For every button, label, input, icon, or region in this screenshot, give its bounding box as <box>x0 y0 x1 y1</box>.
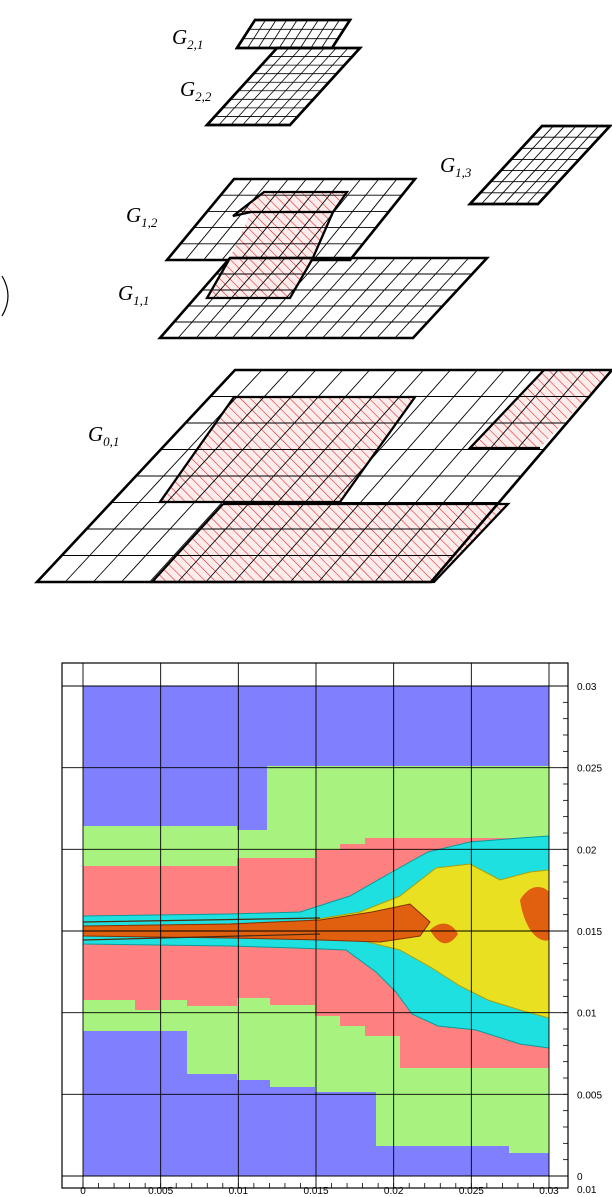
grid-g21 <box>234 18 353 50</box>
isosurface-core-right <box>430 923 458 944</box>
grid-outline <box>204 46 363 127</box>
grid-line <box>321 19 340 49</box>
plot-ticks <box>82 685 568 1188</box>
grid-line <box>394 257 469 339</box>
x-tick-label: 0.005 <box>148 1186 173 1197</box>
y-tick-label: 0.025 <box>577 764 602 775</box>
label-g13: G1,3 <box>440 153 472 180</box>
jet-streak <box>83 917 321 941</box>
grid-g12 <box>164 177 418 262</box>
isosurface-core-far <box>520 887 549 941</box>
amr-plot: 0 0.005 0.01 0.015 0.02 0.025 0.03 0 0.005 0.01 0.… <box>61 662 602 1197</box>
grid-g11 <box>157 256 490 340</box>
g12-hatch-lower <box>229 212 333 260</box>
grid-g13 <box>467 124 612 206</box>
label-g22: G2,2 <box>180 77 212 104</box>
parenthesis-mark <box>1 275 9 317</box>
x-tick-label: 0.01 <box>229 1186 249 1197</box>
grid-line <box>310 19 330 49</box>
g01-hatch-outline <box>467 369 545 450</box>
y-tick-label: 0 <box>577 1172 583 1183</box>
g11-hatch-outline <box>205 256 315 300</box>
grid-line <box>268 19 288 49</box>
grid-line <box>526 125 599 205</box>
grid-line <box>247 19 266 49</box>
g01-hatch-outline <box>149 502 511 584</box>
y-tick-label: 0.02 <box>577 845 597 856</box>
y-tick-label: 0.01 <box>577 1009 597 1020</box>
plot-tick-labels: 0 0.005 0.01 0.015 0.02 0.025 0.03 0 0.005 0.01 0.… <box>80 682 602 1197</box>
label-g11: G1,1 <box>118 281 149 308</box>
isosurface-core <box>83 903 431 943</box>
grid-line <box>286 257 359 339</box>
grid-line <box>218 47 290 126</box>
plot-gridlines <box>62 663 568 1188</box>
grid-line <box>289 19 309 49</box>
grid-line <box>254 47 325 126</box>
y-corner-label: 0.01 <box>577 1185 597 1196</box>
grid-hierarchy-diagram: G2,1 G2,2 G1,3 G1,2 G1,1 G0,1 <box>1 18 612 584</box>
g01-hatch-bottom <box>152 504 508 582</box>
grid-line <box>184 178 253 261</box>
grid-line <box>278 19 298 49</box>
grid-line <box>242 47 313 126</box>
grid-line <box>340 257 414 339</box>
x-tick-label: 0.02 <box>384 1186 404 1197</box>
grid-line <box>376 257 451 339</box>
grid-line <box>515 125 588 205</box>
grid-line <box>268 257 341 339</box>
y-tick-label: 0.03 <box>577 682 597 693</box>
grid-line <box>294 178 362 261</box>
x-tick-label: 0 <box>80 1186 86 1197</box>
g12-hatch-upper <box>233 192 347 216</box>
g11-hatch <box>207 258 313 298</box>
x-tick-label: 0.015 <box>303 1186 328 1197</box>
grid-g22 <box>204 46 363 127</box>
grid-line <box>230 47 302 126</box>
y-tick-label: 0.005 <box>577 1090 602 1101</box>
grid-g01 <box>34 368 612 584</box>
g01-hatch-outline <box>157 395 418 504</box>
grid-line <box>203 178 271 261</box>
grid-line <box>481 125 554 205</box>
grid-outline <box>164 177 418 262</box>
label-g12: G1,2 <box>126 203 158 230</box>
grid-line <box>331 178 398 261</box>
grid-line <box>358 257 433 339</box>
grid-line <box>503 125 577 205</box>
y-tick-label: 0.015 <box>577 927 602 938</box>
grid-line <box>322 257 396 339</box>
x-tick-label: 0.03 <box>539 1186 559 1197</box>
grid-line <box>304 257 378 339</box>
grid-line <box>265 47 337 126</box>
grid-outline <box>234 18 353 50</box>
g01-hatch-right <box>470 370 612 448</box>
grid-line <box>299 19 319 49</box>
x-tick-label: 0.025 <box>459 1186 484 1197</box>
grid-line <box>257 19 277 49</box>
grid-outline <box>467 124 612 206</box>
grid-line <box>313 178 380 261</box>
label-g21: G2,1 <box>172 25 203 52</box>
grid-line <box>277 47 349 126</box>
grid-outline <box>157 256 490 340</box>
grid-line <box>492 125 565 205</box>
label-g01: G0,1 <box>88 422 119 449</box>
